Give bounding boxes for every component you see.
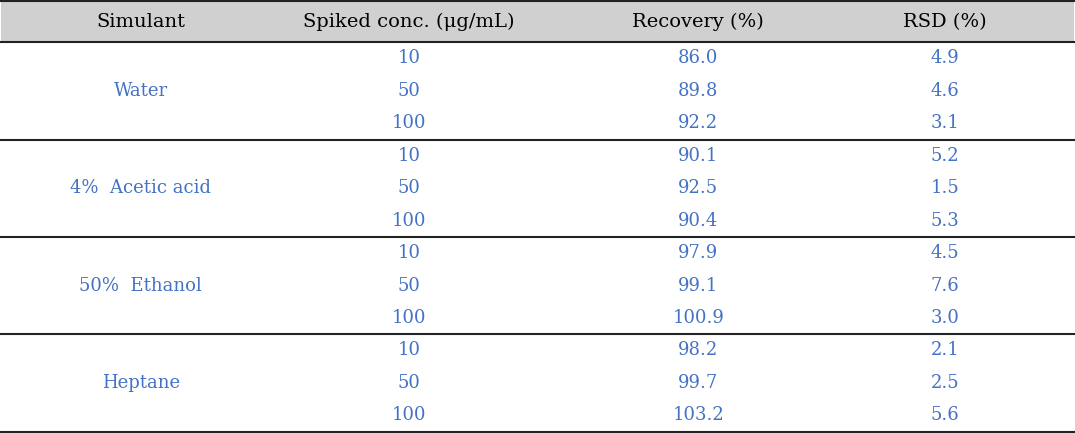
Text: 92.2: 92.2 bbox=[678, 114, 718, 132]
Text: 99.7: 99.7 bbox=[678, 374, 718, 392]
Text: 50%  Ethanol: 50% Ethanol bbox=[80, 277, 202, 294]
Text: 4.6: 4.6 bbox=[931, 82, 959, 100]
Text: 5.2: 5.2 bbox=[931, 147, 959, 165]
Text: 5.6: 5.6 bbox=[931, 407, 959, 424]
Text: 10: 10 bbox=[398, 342, 420, 359]
Text: 100.9: 100.9 bbox=[672, 309, 725, 327]
Text: 98.2: 98.2 bbox=[678, 342, 718, 359]
Text: 4.9: 4.9 bbox=[931, 49, 959, 68]
Text: 50: 50 bbox=[398, 277, 420, 294]
Text: 100: 100 bbox=[391, 407, 426, 424]
Text: 2.5: 2.5 bbox=[931, 374, 959, 392]
Text: 90.4: 90.4 bbox=[678, 212, 718, 230]
FancyBboxPatch shape bbox=[1, 1, 1074, 42]
Text: Spiked conc. (μg/mL): Spiked conc. (μg/mL) bbox=[303, 13, 515, 31]
Text: 89.8: 89.8 bbox=[678, 82, 718, 100]
Text: 4%  Acetic acid: 4% Acetic acid bbox=[70, 179, 212, 197]
Text: Heptane: Heptane bbox=[102, 374, 180, 392]
Text: 50: 50 bbox=[398, 82, 420, 100]
Text: 100: 100 bbox=[391, 114, 426, 132]
Text: Recovery (%): Recovery (%) bbox=[632, 13, 764, 31]
Text: 10: 10 bbox=[398, 147, 420, 165]
Text: 50: 50 bbox=[398, 374, 420, 392]
Text: 1.5: 1.5 bbox=[931, 179, 959, 197]
Text: 50: 50 bbox=[398, 179, 420, 197]
Text: 99.1: 99.1 bbox=[678, 277, 718, 294]
Text: 90.1: 90.1 bbox=[678, 147, 718, 165]
Text: 3.0: 3.0 bbox=[931, 309, 959, 327]
Text: 5.3: 5.3 bbox=[931, 212, 959, 230]
Text: Water: Water bbox=[114, 82, 168, 100]
Text: Simulant: Simulant bbox=[97, 13, 185, 31]
Text: 100: 100 bbox=[391, 309, 426, 327]
Text: 10: 10 bbox=[398, 244, 420, 262]
Text: 10: 10 bbox=[398, 49, 420, 68]
Text: 100: 100 bbox=[391, 212, 426, 230]
Text: 86.0: 86.0 bbox=[678, 49, 718, 68]
Text: RSD (%): RSD (%) bbox=[903, 13, 987, 31]
Text: 4.5: 4.5 bbox=[931, 244, 959, 262]
Text: 97.9: 97.9 bbox=[678, 244, 718, 262]
Text: 92.5: 92.5 bbox=[678, 179, 718, 197]
Text: 3.1: 3.1 bbox=[931, 114, 959, 132]
Text: 103.2: 103.2 bbox=[673, 407, 725, 424]
Text: 7.6: 7.6 bbox=[931, 277, 959, 294]
Text: 2.1: 2.1 bbox=[931, 342, 959, 359]
